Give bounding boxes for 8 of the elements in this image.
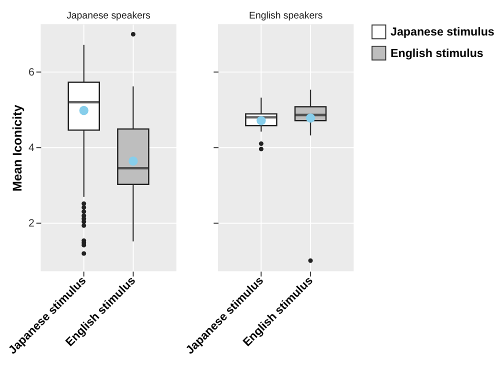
y-tick-label: 6	[28, 66, 34, 78]
chart-title: English speakers	[249, 10, 323, 22]
legend-label: English stimulus	[390, 47, 484, 60]
legend-label: Japanese stimulus	[390, 26, 494, 39]
chart-title: Japanese speakers	[66, 10, 151, 22]
y-tick-label: 4	[28, 142, 34, 154]
y-axis-title: Mean Iconicity	[10, 104, 25, 192]
y-tick-label: 2	[28, 217, 34, 230]
